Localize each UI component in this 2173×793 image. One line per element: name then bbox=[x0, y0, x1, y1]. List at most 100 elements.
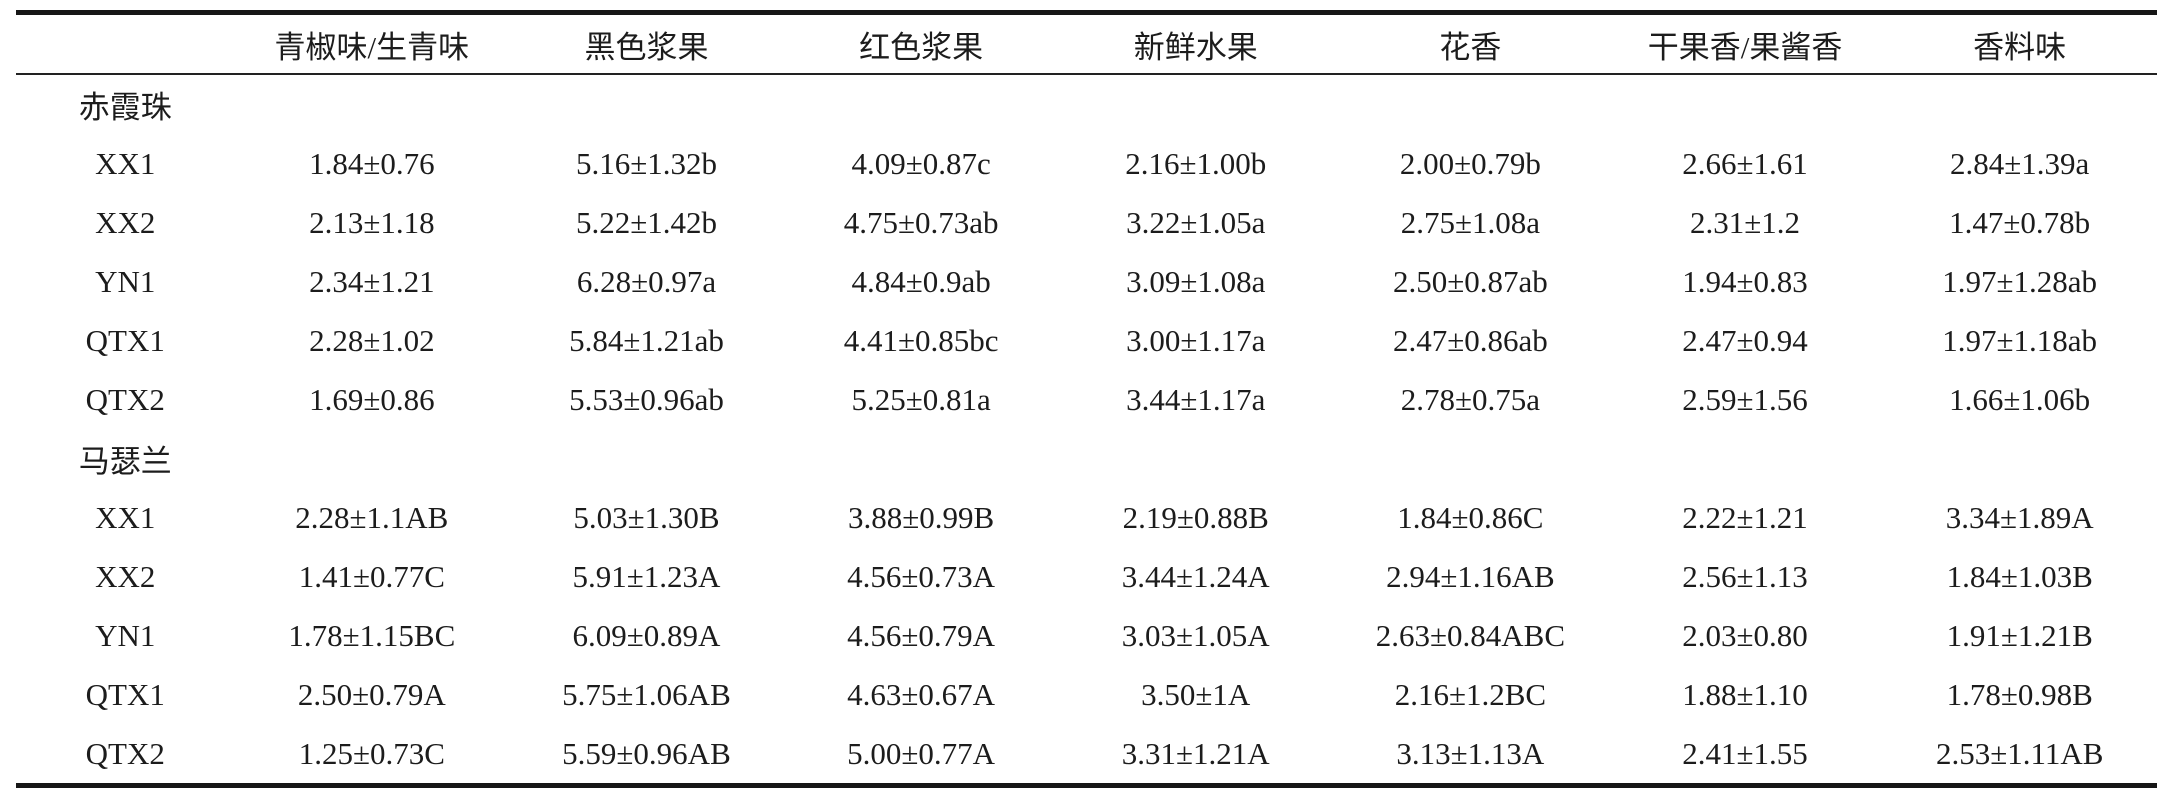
value-cell: 3.88±0.99B bbox=[848, 499, 995, 535]
empty-cell bbox=[509, 74, 784, 134]
table-body: 赤霞珠 XX1 1.84±0.76 5.16±1.32b 4.09±0.87c 2.16±… bbox=[16, 74, 2157, 786]
column-header-dried-fruit-jam: 干果香/果酱香 bbox=[1647, 29, 1843, 65]
empty-cell bbox=[1882, 74, 2157, 134]
row-label: XX2 bbox=[95, 558, 156, 594]
value-cell: 2.16±1.2BC bbox=[1394, 676, 1547, 712]
empty-cell bbox=[1608, 74, 1883, 134]
value-cell: 1.69±0.86 bbox=[309, 381, 435, 417]
value-cell: 1.25±0.73C bbox=[298, 735, 445, 771]
group-label: 马瑟兰 bbox=[78, 444, 172, 479]
value-cell: 3.09±1.08a bbox=[1126, 263, 1266, 299]
value-cell: 6.28±0.97a bbox=[576, 263, 717, 299]
value-cell: 1.88±1.10 bbox=[1682, 676, 1808, 712]
table-row: QTX1 2.50±0.79A 5.75±1.06AB 4.63±0.67A 3.50±… bbox=[16, 665, 2157, 724]
value-cell: 1.78±0.98B bbox=[1946, 676, 2093, 712]
row-label: XX1 bbox=[95, 145, 156, 181]
value-cell: 2.28±1.1AB bbox=[295, 499, 449, 535]
value-cell: 1.94±0.83 bbox=[1682, 263, 1808, 299]
value-cell: 5.16±1.32b bbox=[575, 145, 717, 181]
value-cell: 2.34±1.21 bbox=[309, 263, 435, 299]
row-label: QTX1 bbox=[85, 322, 165, 358]
row-label: QTX2 bbox=[85, 381, 165, 417]
value-cell: 2.41±1.55 bbox=[1682, 735, 1808, 771]
value-cell: 2.03±0.80 bbox=[1682, 617, 1808, 653]
value-cell: 3.13±1.13A bbox=[1396, 735, 1545, 771]
value-cell: 3.44±1.24A bbox=[1121, 558, 1270, 594]
column-header-black-berry: 黑色浆果 bbox=[584, 29, 709, 65]
value-cell: 2.56±1.13 bbox=[1682, 558, 1808, 594]
value-cell: 2.50±0.87ab bbox=[1392, 263, 1548, 299]
value-cell: 4.63±0.67A bbox=[847, 676, 996, 712]
column-header-green-pepper: 青椒味/生青味 bbox=[274, 29, 470, 65]
value-cell: 5.03±1.30B bbox=[573, 499, 720, 535]
table-row: XX1 2.28±1.1AB 5.03±1.30B 3.88±0.99B 2.19±0.… bbox=[16, 488, 2157, 547]
table-row: YN1 2.34±1.21 6.28±0.97a 4.84±0.9ab 3.09±1.0… bbox=[16, 252, 2157, 311]
table-row: XX2 1.41±0.77C 5.91±1.23A 4.56±0.73A 3.44±1.… bbox=[16, 547, 2157, 606]
empty-cell bbox=[1333, 74, 1608, 134]
value-cell: 1.41±0.77C bbox=[298, 558, 445, 594]
empty-cell bbox=[1058, 74, 1333, 134]
value-cell: 1.84±1.03B bbox=[1946, 558, 2093, 594]
empty-cell bbox=[1608, 429, 1883, 488]
value-cell: 4.84±0.9ab bbox=[851, 263, 991, 299]
value-cell: 2.00±0.79b bbox=[1399, 145, 1541, 181]
value-cell: 5.00±0.77A bbox=[847, 735, 996, 771]
value-cell: 2.31±1.2 bbox=[1690, 204, 1801, 240]
value-cell: 5.84±1.21ab bbox=[569, 322, 724, 358]
table-row: XX1 1.84±0.76 5.16±1.32b 4.09±0.87c 2.16±1.0… bbox=[16, 134, 2157, 193]
value-cell: 2.66±1.61 bbox=[1682, 145, 1808, 181]
value-cell: 4.56±0.73A bbox=[847, 558, 996, 594]
value-cell: 1.78±1.15BC bbox=[288, 617, 456, 653]
value-cell: 2.13±1.18 bbox=[309, 204, 435, 240]
column-header-floral: 花香 bbox=[1439, 29, 1502, 65]
row-label: YN1 bbox=[95, 263, 156, 299]
table-row: XX2 2.13±1.18 5.22±1.42b 4.75±0.73ab 3.22±1.… bbox=[16, 193, 2157, 252]
empty-cell bbox=[1333, 429, 1608, 488]
column-header-spice: 香料味 bbox=[1973, 29, 2067, 65]
value-cell: 4.75±0.73ab bbox=[843, 204, 999, 240]
column-header-fresh-fruit: 新鲜水果 bbox=[1133, 29, 1258, 65]
value-cell: 2.53±1.11AB bbox=[1935, 735, 2104, 771]
value-cell: 2.22±1.21 bbox=[1682, 499, 1808, 535]
row-label: QTX1 bbox=[85, 676, 165, 712]
value-cell: 1.47±0.78b bbox=[1949, 204, 2091, 240]
empty-cell bbox=[1058, 429, 1333, 488]
group-label: 赤霞珠 bbox=[78, 90, 172, 125]
value-cell: 4.41±0.85bc bbox=[843, 322, 999, 358]
value-cell: 3.22±1.05a bbox=[1126, 204, 1266, 240]
value-cell: 3.44±1.17a bbox=[1126, 381, 1266, 417]
row-label: XX1 bbox=[95, 499, 156, 535]
value-cell: 2.47±0.86ab bbox=[1392, 322, 1548, 358]
value-cell: 5.91±1.23A bbox=[572, 558, 721, 594]
value-cell: 1.97±1.28ab bbox=[1942, 263, 2098, 299]
value-cell: 1.84±0.86C bbox=[1397, 499, 1544, 535]
value-cell: 2.16±1.00b bbox=[1125, 145, 1267, 181]
value-cell: 2.47±0.94 bbox=[1682, 322, 1808, 358]
value-cell: 5.59±0.96AB bbox=[562, 735, 731, 771]
empty-cell bbox=[784, 74, 1059, 134]
table-row: YN1 1.78±1.15BC 6.09±0.89A 4.56±0.79A 3.03±1… bbox=[16, 606, 2157, 665]
table-row: QTX2 1.25±0.73C 5.59±0.96AB 5.00±0.77A 3.31±… bbox=[16, 724, 2157, 786]
value-cell: 2.50±0.79A bbox=[297, 676, 446, 712]
empty-cell bbox=[1882, 429, 2157, 488]
value-cell: 4.56±0.79A bbox=[847, 617, 996, 653]
empty-cell bbox=[784, 429, 1059, 488]
value-cell: 3.50±1A bbox=[1141, 676, 1251, 712]
header-row: 青椒味/生青味 黑色浆果 红色浆果 新鲜水果 花香 干果香/果酱香 香料味 bbox=[16, 13, 2157, 75]
value-cell: 6.09±0.89A bbox=[572, 617, 721, 653]
column-header-rowlabel bbox=[16, 13, 235, 75]
row-label: YN1 bbox=[95, 617, 156, 653]
value-cell: 3.00±1.17a bbox=[1126, 322, 1266, 358]
wine-aroma-sensory-table: 青椒味/生青味 黑色浆果 红色浆果 新鲜水果 花香 干果香/果酱香 香料味 赤霞… bbox=[16, 10, 2157, 788]
value-cell: 2.28±1.02 bbox=[309, 322, 435, 358]
value-cell: 2.84±1.39a bbox=[1950, 145, 2090, 181]
value-cell: 2.78±0.75a bbox=[1400, 381, 1541, 417]
value-cell: 5.25±0.81a bbox=[851, 381, 991, 417]
value-cell: 2.75±1.08a bbox=[1400, 204, 1541, 240]
value-cell: 3.34±1.89A bbox=[1945, 499, 2094, 535]
value-cell: 2.19±0.88B bbox=[1122, 499, 1269, 535]
value-cell: 4.09±0.87c bbox=[851, 145, 991, 181]
value-cell: 3.31±1.21A bbox=[1121, 735, 1270, 771]
value-cell: 1.91±1.21B bbox=[1946, 617, 2093, 653]
